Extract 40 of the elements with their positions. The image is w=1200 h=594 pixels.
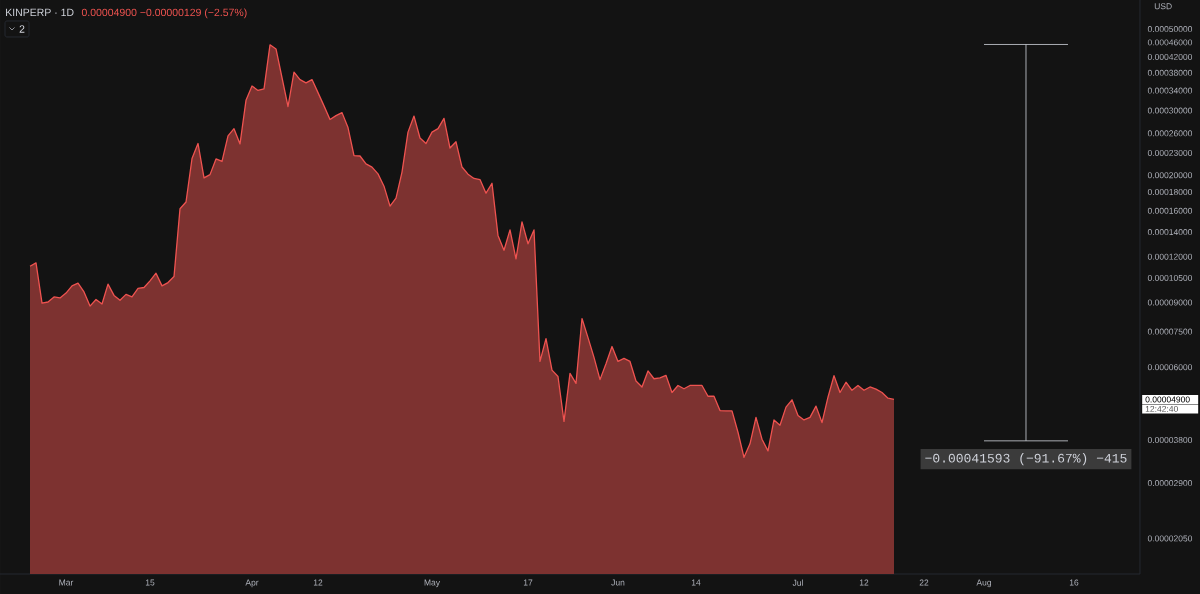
y-tick-label: 0.00012000 [1147, 253, 1193, 260]
x-tick-label: Apr [245, 579, 259, 588]
x-tick-label: 15 [145, 579, 155, 586]
y-tick-label: 0.00002050 [1147, 535, 1193, 542]
y-tick-label: 0.00050000 [1147, 26, 1193, 33]
x-tick-label: 16 [1069, 579, 1079, 586]
text: 0.00004900 [1145, 396, 1190, 403]
y-tick-label: 0.00006000 [1147, 364, 1193, 371]
text: 12:42:40 [1145, 405, 1178, 412]
x-tick-label: Jun [611, 579, 625, 586]
text: 0.00004900 −0.00000129 (−2.57%) [81, 8, 247, 19]
y-tick-label: 0.00007500 [1147, 328, 1193, 335]
y-tick-label: 0.00002900 [1147, 480, 1193, 487]
y-tick-label: 0.00030000 [1147, 107, 1193, 114]
x-tick-label: 12 [859, 579, 869, 586]
y-tick-label: 0.00020000 [1147, 172, 1193, 179]
y-tick-label: 0.00034000 [1147, 87, 1193, 94]
x-tick-label: Aug [976, 579, 992, 588]
y-tick-label: 0.00003800 [1147, 437, 1193, 444]
x-tick-label: Jul [792, 579, 803, 586]
y-tick-label: 0.00046000 [1147, 39, 1193, 46]
x-tick-label: Mar [59, 579, 74, 586]
x-tick-label: 12 [313, 579, 323, 586]
y-tick-label: 0.00014000 [1147, 229, 1193, 236]
x-tick-label: May [424, 579, 441, 588]
annotation: 2 [19, 25, 25, 33]
y-tick-label: 0.00038000 [1147, 69, 1193, 76]
x-tick-label: 22 [919, 579, 929, 586]
y-tick-label: 0.00023000 [1147, 149, 1193, 156]
text: KINPERP · 1D [6, 8, 74, 16]
y-axis-title: USD [1154, 3, 1172, 10]
y-tick-label: 0.00010500 [1147, 274, 1193, 281]
y-tick-label: 0.00016000 [1147, 207, 1193, 214]
x-tick-label: 14 [691, 579, 701, 586]
x-tick-label: 17 [523, 579, 533, 586]
annotation: −0.00041593 (−91.67%) −415 [925, 453, 1127, 466]
y-tick-label: 0.00018000 [1147, 189, 1193, 195]
y-tick-label: 0.00042000 [1147, 53, 1193, 60]
y-tick-label: 0.00009000 [1147, 299, 1193, 306]
y-tick-label: 0.00026000 [1147, 130, 1193, 137]
